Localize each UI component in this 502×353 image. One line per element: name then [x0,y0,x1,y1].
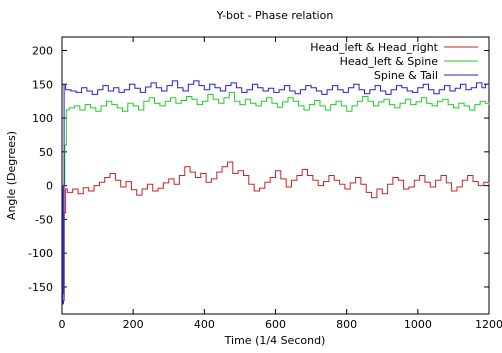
x-tick-label: 0 [59,318,66,331]
y-tick-label: 150 [32,78,53,91]
y-tick-label: 50 [39,146,53,159]
chart-title: Y-bot - Phase relation [216,9,334,22]
x-tick-label: 1000 [404,318,432,331]
y-tick-label: 0 [46,180,53,193]
legend-label-2: Head_left & Spine [340,55,439,68]
y-axis-label: Angle (Degrees) [5,131,18,220]
y-tick-label: -150 [28,281,53,294]
legend-label-1: Head_left & Head_right [310,41,438,54]
x-axis-label: Time (1/4 Second) [224,334,326,347]
x-tick-label: 200 [123,318,144,331]
y-tick-label: -50 [35,213,53,226]
legend-label-3: Spine & Tail [374,69,438,82]
series-line-3 [62,80,490,305]
y-tick-label: 100 [32,112,53,125]
y-tick-label: 200 [32,45,53,58]
axis-ticks: 0 200 400 600 800 1000 1200 -150 -100 -50 0 50 100 15… [28,37,502,331]
series-line-1 [62,161,490,295]
x-tick-label: 600 [265,318,286,331]
x-tick-label: 1200 [475,318,502,331]
series-lines [62,80,490,305]
series-line-2 [62,91,490,187]
y-tick-label: -100 [28,247,53,260]
x-tick-label: 800 [336,318,357,331]
x-tick-label: 400 [194,318,215,331]
